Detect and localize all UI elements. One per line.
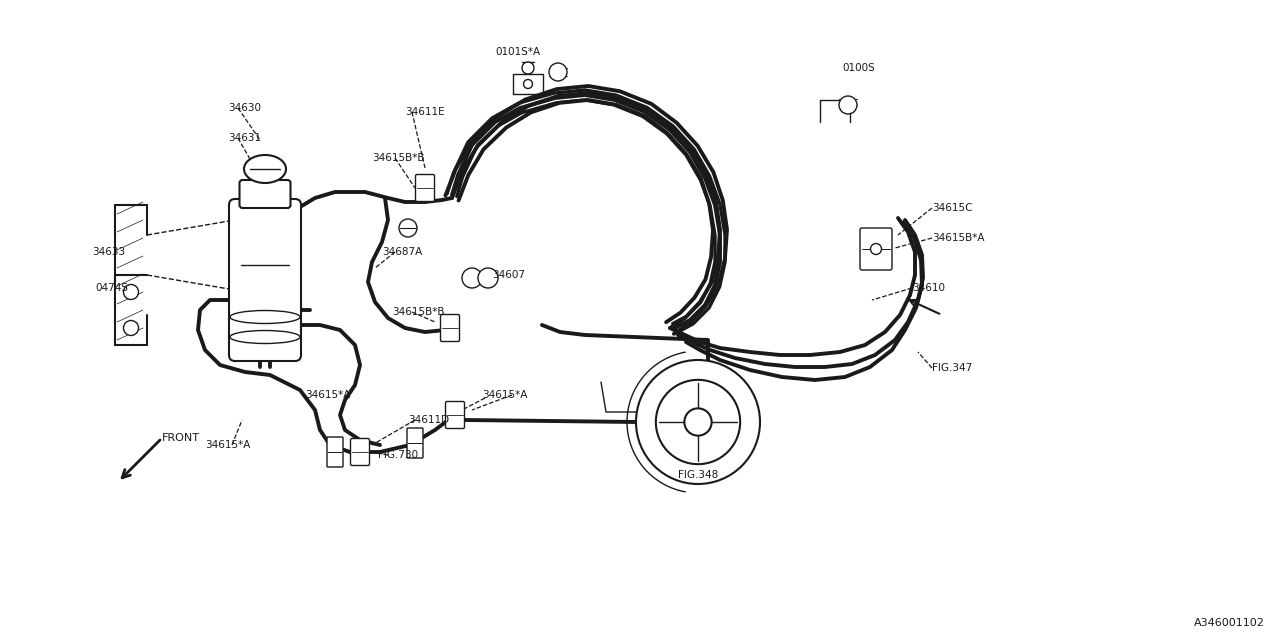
Text: 34615B*B: 34615B*B xyxy=(372,153,425,163)
Text: FIG.348: FIG.348 xyxy=(678,470,718,480)
Text: 34615B*B: 34615B*B xyxy=(392,307,444,317)
FancyBboxPatch shape xyxy=(440,314,460,342)
Circle shape xyxy=(685,408,712,436)
Text: 34615*A: 34615*A xyxy=(483,390,527,400)
Circle shape xyxy=(524,79,532,88)
Text: 34610: 34610 xyxy=(911,283,945,293)
Ellipse shape xyxy=(244,155,285,183)
Text: A346001102: A346001102 xyxy=(1194,618,1265,628)
Circle shape xyxy=(838,96,858,114)
Ellipse shape xyxy=(230,310,300,323)
Circle shape xyxy=(522,62,534,74)
Text: 34630: 34630 xyxy=(228,103,261,113)
FancyBboxPatch shape xyxy=(860,228,892,270)
Text: 34611D: 34611D xyxy=(408,415,449,425)
FancyBboxPatch shape xyxy=(407,428,422,458)
Ellipse shape xyxy=(230,330,300,344)
Circle shape xyxy=(549,63,567,81)
Text: 0474S: 0474S xyxy=(95,283,128,293)
Text: 34615*A: 34615*A xyxy=(305,390,351,400)
FancyBboxPatch shape xyxy=(326,437,343,467)
Text: 34615C: 34615C xyxy=(932,203,973,213)
Text: 34633: 34633 xyxy=(92,247,125,257)
Text: FRONT: FRONT xyxy=(163,433,200,443)
Text: 34615B*A: 34615B*A xyxy=(932,233,984,243)
Text: 0100S: 0100S xyxy=(842,63,874,73)
Text: 34611E: 34611E xyxy=(404,107,444,117)
FancyBboxPatch shape xyxy=(445,401,465,429)
Text: 34607: 34607 xyxy=(492,270,525,280)
Circle shape xyxy=(123,321,138,335)
Text: FIG.347: FIG.347 xyxy=(932,363,973,373)
FancyBboxPatch shape xyxy=(351,438,370,465)
Text: 34687A: 34687A xyxy=(381,247,422,257)
Circle shape xyxy=(399,219,417,237)
FancyBboxPatch shape xyxy=(229,199,301,361)
Circle shape xyxy=(870,243,882,255)
Text: 34615*A: 34615*A xyxy=(205,440,251,450)
FancyBboxPatch shape xyxy=(239,180,291,208)
Circle shape xyxy=(462,268,483,288)
Text: 34631: 34631 xyxy=(228,133,261,143)
FancyBboxPatch shape xyxy=(416,175,434,202)
Text: 0101S*A: 0101S*A xyxy=(495,47,540,57)
Circle shape xyxy=(477,268,498,288)
Text: FIG.730: FIG.730 xyxy=(378,450,419,460)
Circle shape xyxy=(123,285,138,300)
Circle shape xyxy=(655,380,740,464)
Circle shape xyxy=(636,360,760,484)
